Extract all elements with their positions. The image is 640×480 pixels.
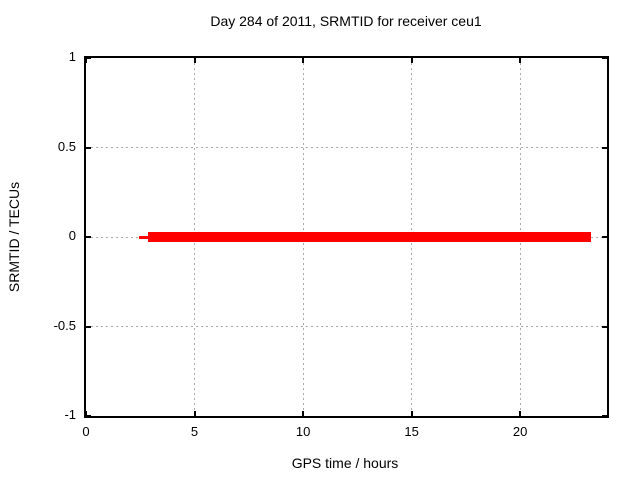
y-tick-mark xyxy=(86,57,91,59)
y-tick-mark xyxy=(602,236,607,238)
x-tick-mark xyxy=(519,58,522,63)
chart-title: Day 284 of 2011, SRMTID for receiver ceu… xyxy=(210,13,482,29)
y-tick-mark xyxy=(86,415,91,417)
y-tick-label: 0 xyxy=(68,228,76,243)
x-tick-mark xyxy=(193,411,196,416)
y-tick-mark xyxy=(86,325,91,328)
y-tick-mark xyxy=(86,236,91,238)
y-tick-mark xyxy=(602,325,607,328)
x-tick-label: 15 xyxy=(404,424,419,439)
horizontal-gridline xyxy=(86,326,607,327)
y-axis-label: SRMTID / TECUs xyxy=(6,181,22,293)
horizontal-gridline xyxy=(86,147,607,148)
y-tick-mark xyxy=(602,415,607,417)
x-tick-mark xyxy=(302,58,305,63)
y-tick-mark xyxy=(602,57,607,59)
x-tick-mark xyxy=(85,58,87,63)
x-tick-label: 5 xyxy=(190,424,199,439)
y-tick-mark xyxy=(602,146,607,149)
x-tick-mark xyxy=(519,411,522,416)
x-tick-label: 20 xyxy=(512,424,528,439)
y-tick-label: 0.5 xyxy=(57,138,76,154)
x-tick-mark xyxy=(410,58,413,63)
x-tick-label: 10 xyxy=(295,424,311,439)
y-tick-label: -1 xyxy=(64,407,76,422)
y-tick-mark xyxy=(86,146,91,149)
x-tick-mark xyxy=(410,411,413,416)
x-tick-label: 0 xyxy=(82,424,90,439)
x-axis-label: GPS time / hours xyxy=(291,455,399,471)
x-tick-mark xyxy=(85,411,87,416)
data-line xyxy=(139,235,148,239)
y-tick-label: 1 xyxy=(68,49,76,64)
plot-area xyxy=(84,56,609,418)
y-tick-label: -0.5 xyxy=(53,317,76,333)
x-tick-mark xyxy=(302,411,305,416)
x-tick-mark xyxy=(193,58,196,63)
data-line xyxy=(147,232,591,242)
